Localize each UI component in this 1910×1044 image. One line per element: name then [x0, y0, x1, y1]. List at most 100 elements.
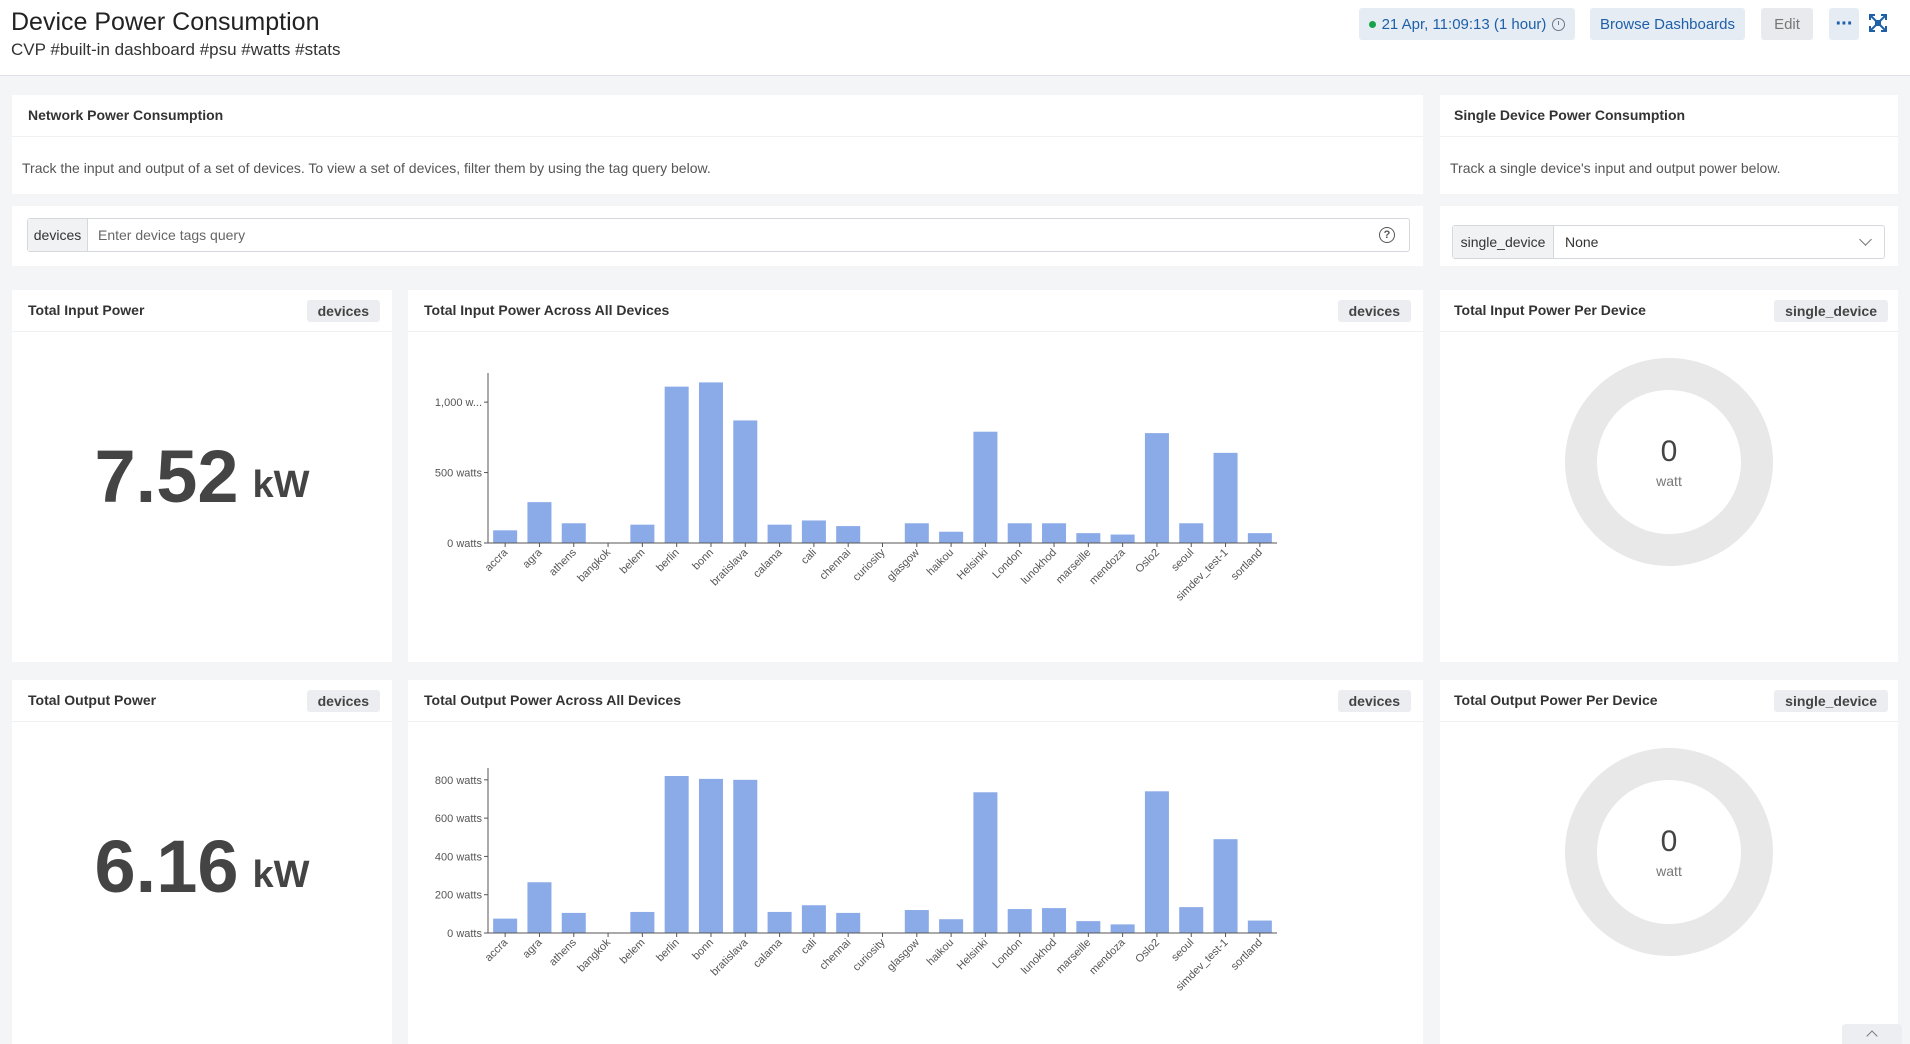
bar-cali [801, 520, 826, 543]
x-tick-label: London [990, 937, 1024, 971]
bar-bratislava [733, 779, 758, 933]
x-tick-label: athens [547, 546, 579, 578]
x-tick-label: berlin [654, 547, 682, 575]
single-device-select[interactable]: single_device None [1452, 225, 1885, 259]
x-tick-label: accra [483, 546, 511, 574]
card-title: Total Output Power Per Device [1454, 692, 1658, 708]
x-tick-label: mendoza [1087, 936, 1128, 977]
total-output-stat: 6.16 kW [12, 680, 392, 1044]
tags-query-input[interactable] [98, 219, 1358, 251]
bar-lunokhod [1042, 908, 1067, 933]
stat-unit: kW [252, 463, 310, 506]
devices-tag[interactable]: devices [306, 690, 380, 712]
x-tick-label: belem [618, 937, 648, 967]
y-tick-label: 0 watts [447, 928, 482, 940]
input-per-device-card: Total Input Power Per Device single_devi… [1440, 290, 1898, 662]
output-per-device-donut: 0 watt [1564, 747, 1774, 957]
more-options-button[interactable]: ··· [1829, 8, 1859, 40]
query-label: devices [28, 219, 88, 251]
bar-mendoza [1110, 534, 1135, 543]
stat-unit: kW [252, 853, 310, 896]
card-title: Total Output Power Across All Devices [424, 692, 681, 708]
card-title: Total Input Power Per Device [1454, 302, 1646, 318]
x-tick-label: curiosity [851, 936, 888, 973]
help-icon[interactable]: ? [1379, 227, 1395, 243]
bar-agra [527, 882, 552, 933]
bar-helsinki [973, 792, 998, 933]
card-title: Total Output Power [28, 692, 157, 708]
divider [12, 331, 392, 332]
x-tick-label: belem [618, 547, 648, 577]
divider [408, 331, 1423, 332]
input-per-device-donut: 0 watt [1564, 357, 1774, 567]
page-subtitle: CVP #built-in dashboard #psu #watts #sta… [11, 40, 341, 59]
x-tick-label: calama [751, 936, 785, 970]
x-tick-label: marseille [1054, 547, 1094, 587]
input-power-bar-chart: 0 watts 500 watts 1,000 w... accra agra athen… [435, 373, 1277, 604]
divider [1440, 721, 1898, 722]
bar-berlin [664, 776, 689, 933]
y-tick-label: 600 watts [435, 813, 483, 825]
x-tick-label: lunokhod [1019, 547, 1059, 587]
x-tick-label: accra [483, 936, 511, 964]
bar-calama [767, 524, 792, 543]
bar-chennai [836, 912, 861, 933]
bar-cali [801, 905, 826, 933]
divider [1440, 136, 1898, 137]
bar-agra [527, 502, 552, 543]
x-tick-label: London [990, 547, 1024, 581]
browse-dashboards-button[interactable]: Browse Dashboards [1590, 8, 1745, 40]
donut-ring [1565, 358, 1773, 566]
x-tick-label: sortland [1229, 937, 1265, 973]
bar-belem [630, 911, 655, 933]
bar-marseille [1076, 921, 1101, 933]
bar-belem [630, 524, 655, 543]
x-tick-label: bratislava [709, 546, 751, 588]
network-power-card: Network Power Consumption Track the inpu… [12, 95, 1423, 194]
devices-tag[interactable]: devices [1337, 300, 1411, 322]
y-tick-label: 400 watts [435, 851, 483, 863]
live-status-dot [1368, 20, 1376, 28]
divider [12, 721, 392, 722]
page-title: Device Power Consumption [11, 8, 320, 36]
total-output-power-card: Total Output Power devices 6.16 kW [12, 680, 392, 1044]
fullscreen-icon[interactable] [1869, 14, 1887, 32]
x-tick-label: mendoza [1087, 546, 1128, 587]
x-tick-label: bangkok [575, 936, 613, 974]
x-tick-label: Oslo2 [1133, 937, 1162, 966]
single-device-tag[interactable]: single_device [1774, 300, 1888, 322]
x-tick-label: marseille [1054, 937, 1094, 977]
bar-glasgow [904, 910, 929, 933]
bar-glasgow [904, 523, 929, 543]
bar-london [1007, 523, 1032, 543]
ellipsis-icon: ··· [1835, 12, 1854, 35]
bar-chennai [836, 526, 861, 543]
x-tick-label: glasgow [885, 547, 922, 584]
x-tick-label: athens [547, 936, 579, 968]
card-title: Network Power Consumption [28, 107, 224, 123]
devices-tag[interactable]: devices [1337, 690, 1411, 712]
x-tick-label: calama [751, 546, 785, 580]
divider [12, 136, 1423, 137]
x-tick-label: seoul [1169, 547, 1196, 574]
bar-bonn [698, 778, 723, 933]
bar-helsinki [973, 431, 998, 543]
time-range-button[interactable]: 21 Apr, 11:09:13 (1 hour) [1359, 8, 1575, 40]
bar-bratislava [733, 420, 758, 543]
select-value: None [1565, 234, 1599, 250]
output-power-chart-card: Total Output Power Across All Devices de… [408, 680, 1423, 1044]
bar-seoul [1179, 907, 1204, 933]
x-tick-label: berlin [654, 937, 682, 965]
x-tick-label: Helsinki [955, 937, 991, 973]
edit-button[interactable]: Edit [1761, 8, 1813, 40]
scroll-to-top-button[interactable] [1842, 1024, 1902, 1044]
x-tick-label: cali [799, 937, 819, 957]
bar-simdev_test-1 [1213, 839, 1238, 933]
devices-tag[interactable]: devices [306, 300, 380, 322]
stat-value: 6.16 [94, 824, 239, 908]
stat-value: 7.52 [94, 434, 239, 518]
x-tick-label: chennai [818, 937, 854, 973]
single-device-tag[interactable]: single_device [1774, 690, 1888, 712]
input-power-chart-card: Total Input Power Across All Devices dev… [408, 290, 1423, 662]
x-tick-label: glasgow [885, 937, 922, 974]
